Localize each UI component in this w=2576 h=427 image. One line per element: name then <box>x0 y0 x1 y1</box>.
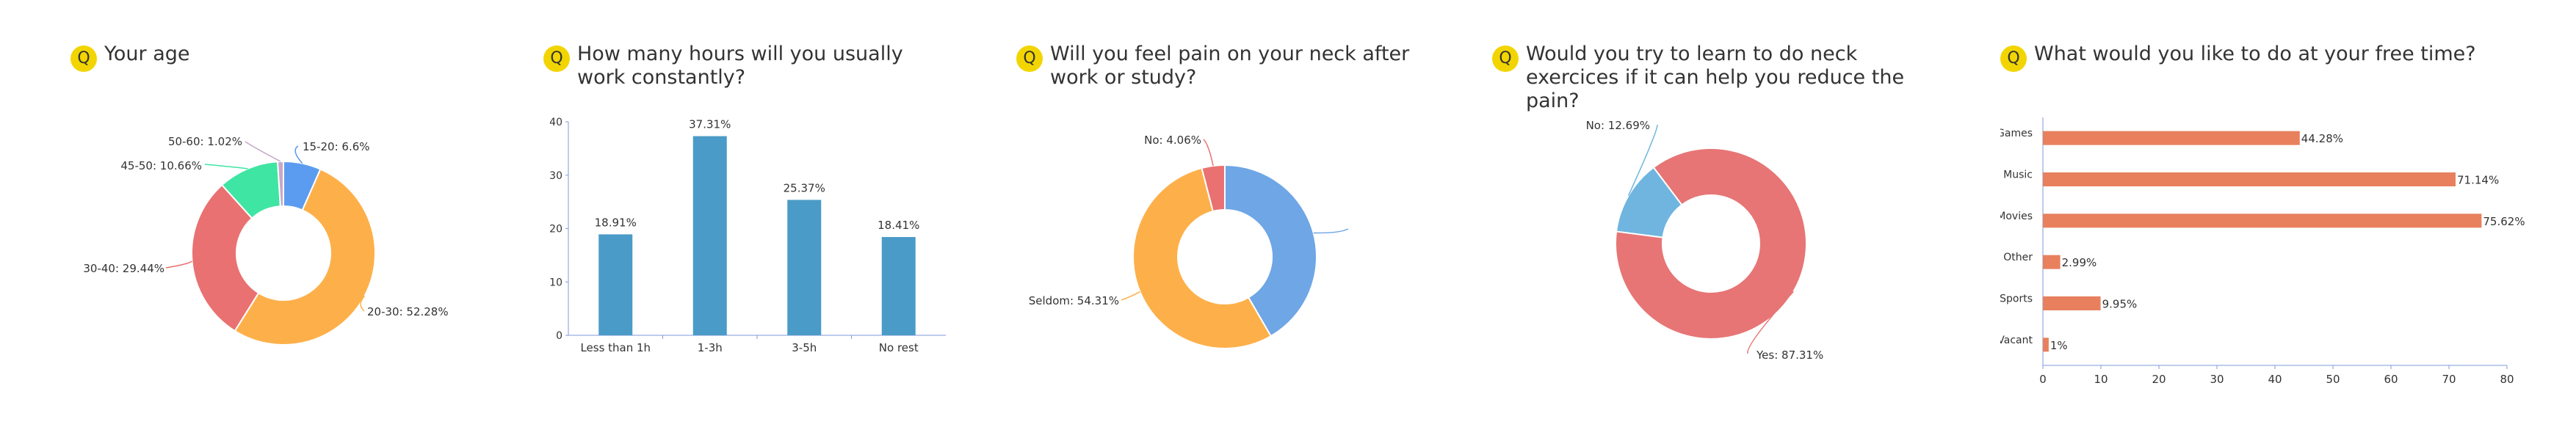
chart-panel-free-time: Q What would you like to do at your free… <box>2000 0 2544 427</box>
leader-line <box>360 295 366 312</box>
question-icon: Q <box>543 45 570 72</box>
question-header: Q Would you try to learn to do neck exer… <box>1492 43 1937 113</box>
chart-title: What would you like to do at your free t… <box>2034 43 2476 65</box>
question-header: Q How many hours will you usually work c… <box>543 43 944 90</box>
chart-panel-work-hours: Q How many hours will you usually work c… <box>543 0 955 427</box>
x-tick-label: 10 <box>2094 373 2108 386</box>
pie-slice <box>1615 147 1807 340</box>
x-tick-label: 30 <box>2210 373 2224 386</box>
slice-label: Seldom: 54.31% <box>1029 294 1119 307</box>
bar-value-label: 1% <box>2050 339 2068 352</box>
leader-line <box>1627 124 1658 197</box>
x-tick-label: 70 <box>2442 373 2456 386</box>
x-tick-label: No rest <box>879 341 919 354</box>
leader-line <box>1203 139 1214 167</box>
y-tick-label: Books / Movies <box>2000 211 2033 222</box>
x-tick-label: Less than 1h <box>580 341 651 354</box>
slice-label: 20-30: 52.28% <box>367 305 449 318</box>
bar-value-label: 71.14% <box>2457 174 2499 187</box>
pie-slice <box>1224 164 1317 337</box>
bar-value-label: 18.41% <box>878 219 919 232</box>
x-tick-label: 1-3h <box>698 341 723 354</box>
question-icon: Q <box>70 45 97 72</box>
chart-title: How many hours will you usually work con… <box>577 43 903 89</box>
leader-line <box>245 141 281 162</box>
chart-title: Will you feel pain on your neck after wo… <box>1050 43 1410 89</box>
y-tick-label: Sports <box>2000 293 2033 305</box>
bar <box>2043 255 2061 269</box>
y-tick-label: 0 <box>556 330 562 342</box>
y-tick-label: Games <box>2000 128 2033 139</box>
leader-line <box>165 260 192 269</box>
x-tick-label: 50 <box>2326 373 2340 386</box>
bar <box>787 200 822 335</box>
leader-line <box>294 145 303 164</box>
question-icon: Q <box>2000 45 2027 72</box>
bar <box>2043 337 2049 352</box>
y-tick-label: Vacant <box>2000 335 2033 346</box>
chart-panel-neck-pain: Q Will you feel pain on your neck after … <box>1016 0 1442 427</box>
bar <box>2043 296 2101 310</box>
chart-panel-neck-exercises: Q Would you try to learn to do neck exer… <box>1492 0 1933 427</box>
bar-value-label: 75.62% <box>2483 215 2525 228</box>
chart-title: Your age <box>104 43 190 65</box>
question-header: Q What would you like to do at your free… <box>2000 43 2533 72</box>
x-tick-label: 3-5h <box>792 341 817 354</box>
bar <box>2043 131 2300 145</box>
slice-label: 45-50: 10.66% <box>120 159 202 172</box>
bar-value-label: 37.31% <box>689 118 731 131</box>
slice-label: No: 4.06% <box>1144 134 1201 147</box>
pie-slice <box>1201 164 1226 213</box>
bar-value-label: 2.99% <box>2062 256 2097 269</box>
question-icon: Q <box>1016 45 1043 72</box>
slice-label: Yes: 87.31% <box>1756 348 1823 362</box>
bar <box>2043 172 2456 186</box>
x-tick-label: 60 <box>2384 373 2398 386</box>
slice-label: No: 12.69% <box>1586 119 1650 132</box>
x-tick-label: 20 <box>2152 373 2166 386</box>
y-tick-label: 20 <box>549 224 562 236</box>
slice-label: 30-40: 29.44% <box>83 262 164 275</box>
slice-label: 50-60: 1.02% <box>168 135 242 148</box>
y-tick-label: Music <box>2003 169 2033 181</box>
pie-slice <box>1132 167 1273 349</box>
y-tick-label: 10 <box>549 277 562 288</box>
x-tick-label: 40 <box>2268 373 2282 386</box>
neck-exercises-donut-chart: Yes: 87.31% No: 12.69% <box>1586 119 1824 362</box>
y-tick-label: 30 <box>549 170 562 182</box>
bar <box>2043 213 2482 228</box>
question-header: Q Will you feel pain on your neck after … <box>1016 43 1447 90</box>
age-donut-chart: 15-20: 6.6% 20-30: 52.28% 30-40: 29.44% 45-… <box>83 135 449 346</box>
y-tick-label: Other <box>2003 252 2033 263</box>
y-tick-label: 40 <box>549 117 562 128</box>
pie-slice <box>234 168 376 346</box>
bar-value-label: 44.28% <box>2301 132 2343 145</box>
leader-line <box>204 164 248 169</box>
bar-value-label: 18.91% <box>595 216 637 229</box>
pie-slice <box>191 183 260 332</box>
leader-line <box>1313 228 1349 234</box>
x-tick-label: 80 <box>2500 373 2514 386</box>
question-header: Q Your age <box>70 43 442 72</box>
bar <box>692 136 727 335</box>
chart-title: Would you try to learn to do neck exerci… <box>1526 43 1905 112</box>
bar <box>598 234 633 335</box>
slice-label: 15-20: 6.6% <box>303 140 370 153</box>
question-icon: Q <box>1492 45 1519 72</box>
free-time-bar-chart: 0 10 20 30 40 50 60 70 80 Games 44.28% Music 71.14% B… <box>2000 117 2525 386</box>
bar-value-label: 9.95% <box>2102 298 2138 311</box>
leader-line <box>1121 291 1140 301</box>
leader-line <box>1747 291 1794 354</box>
pie-slice <box>1615 166 1683 238</box>
bar-value-label: 25.37% <box>784 181 825 194</box>
work-hours-bar-chart: 0 10 20 30 40 18.91% Less than 1h 37.31% 1-3h 25.… <box>549 117 946 354</box>
bar <box>881 237 916 335</box>
neck-pain-donut-chart: Seldom: 54.31% No: 4.06% <box>1029 134 1349 349</box>
x-tick-label: 0 <box>2039 373 2047 386</box>
chart-panel-age: Q Your age 15-20: 6.6% 20-30: 52.28% 30-40… <box>70 0 482 427</box>
